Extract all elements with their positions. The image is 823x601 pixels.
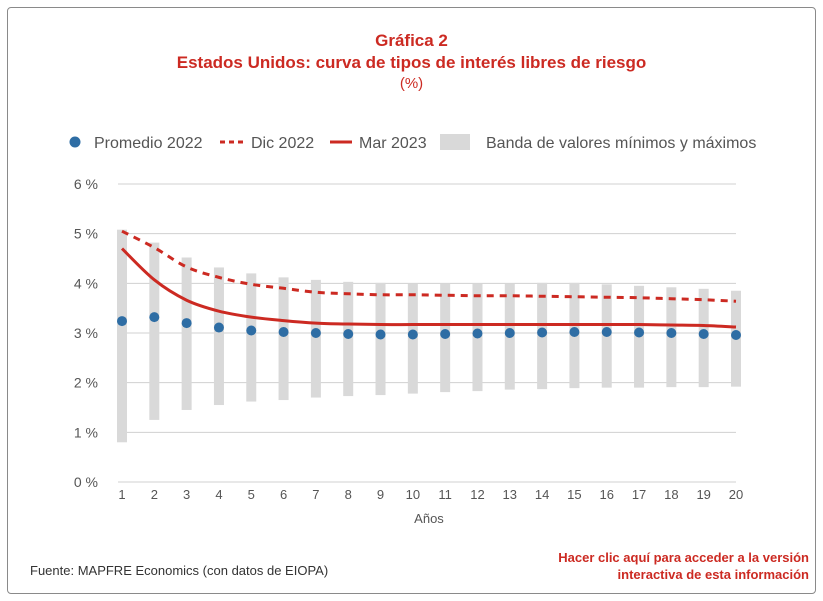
- x-tick-label: 8: [345, 487, 352, 502]
- x-tick-label: 5: [248, 487, 255, 502]
- x-tick-label: 13: [503, 487, 517, 502]
- series-point-promedio-2022: [601, 327, 612, 338]
- link-line-1[interactable]: Hacer clic aquí para acceder a la versió…: [558, 550, 809, 565]
- y-tick-label: 4 %: [74, 275, 98, 291]
- dot-group: [117, 312, 741, 340]
- x-tick-label: 19: [696, 487, 710, 502]
- x-tick-label: 20: [729, 487, 743, 502]
- series-point-promedio-2022: [472, 328, 483, 339]
- y-tick-label: 2 %: [74, 375, 98, 391]
- series-point-promedio-2022: [698, 328, 709, 339]
- x-tick-label: 7: [312, 487, 319, 502]
- x-tick-label: 3: [183, 487, 190, 502]
- band-bar: [149, 242, 160, 420]
- x-tick-label: 2: [151, 487, 158, 502]
- x-tick-label: 14: [535, 487, 549, 502]
- interactive-version-link[interactable]: Hacer clic aquí para acceder a la versió…: [558, 549, 809, 583]
- band-bar: [246, 273, 257, 402]
- x-tick-label: 11: [438, 487, 452, 502]
- series-point-promedio-2022: [375, 329, 386, 340]
- band-bar: [117, 229, 127, 443]
- series-point-promedio-2022: [117, 316, 127, 327]
- band-bar: [310, 279, 321, 398]
- series-point-promedio-2022: [343, 328, 354, 339]
- x-tick-label: 4: [215, 487, 222, 502]
- x-tick-label: 6: [280, 487, 287, 502]
- series-line-mar-2023: [120, 247, 737, 329]
- series-point-promedio-2022: [537, 327, 548, 338]
- legend-label: Mar 2023: [359, 135, 427, 152]
- legend-label: Banda de valores mínimos y máximos: [486, 135, 756, 152]
- band-group: [117, 229, 741, 443]
- y-tick-label: 3 %: [74, 325, 98, 341]
- series-point-promedio-2022: [181, 318, 192, 329]
- series-point-promedio-2022: [440, 328, 451, 339]
- x-tick-label: 1: [118, 487, 125, 502]
- band-bar: [278, 277, 289, 401]
- series-point-promedio-2022: [407, 329, 418, 340]
- series-point-promedio-2022: [310, 328, 321, 338]
- series-point-promedio-2022: [213, 322, 224, 333]
- chart-unit: (%): [399, 75, 424, 92]
- x-tick-label: 12: [470, 487, 484, 502]
- y-tick-label: 5 %: [74, 226, 98, 242]
- band-bar: [181, 257, 192, 410]
- series-point-promedio-2022: [634, 327, 645, 338]
- series-point-promedio-2022: [278, 327, 289, 338]
- legend: Promedio 2022 Dic 2022 Mar 2023 Banda de va…: [69, 134, 756, 152]
- source-note: Fuente: MAPFRE Economics (con datos de E…: [30, 563, 329, 578]
- chart-title: Gráfica 2: [375, 31, 448, 50]
- series-point-promedio-2022: [149, 312, 160, 323]
- x-axis-label: Años: [414, 511, 444, 526]
- x-tick-label: 10: [406, 487, 420, 502]
- y-tick-label: 1 %: [74, 424, 98, 440]
- chart-header: Gráfica 2 Estados Unidos: curva de tipos…: [0, 30, 823, 94]
- y-tick-label: 6 %: [74, 176, 98, 192]
- series-point-promedio-2022: [504, 328, 515, 338]
- series-point-promedio-2022: [246, 325, 257, 336]
- series-point-promedio-2022: [569, 327, 580, 338]
- legend-label: Dic 2022: [251, 135, 314, 152]
- x-tick-label: 15: [567, 487, 581, 502]
- link-line-2[interactable]: interactiva de esta información: [617, 567, 809, 582]
- y-tick-label: 0 %: [74, 474, 98, 490]
- band-bar: [213, 267, 224, 406]
- line-group: [120, 229, 737, 329]
- series-line-dic-2022: [121, 229, 737, 303]
- x-tick-label: 16: [600, 487, 614, 502]
- series-point-promedio-2022: [666, 328, 677, 338]
- series-point-promedio-2022: [731, 329, 741, 340]
- legend-label: Promedio 2022: [94, 135, 203, 152]
- x-tick-label: 9: [377, 487, 384, 502]
- x-tick-label: 17: [632, 487, 646, 502]
- x-tick-label: 18: [664, 487, 678, 502]
- legend-marker-band: [440, 134, 470, 150]
- axes: 0 %1 %2 %3 %4 %5 %6 %1 2 3 4 5 6 7 8 9 10 11 12 13 14…: [74, 176, 743, 526]
- legend-marker-dot: [69, 136, 81, 148]
- chart-subtitle: Estados Unidos: curva de tipos de interé…: [176, 53, 647, 72]
